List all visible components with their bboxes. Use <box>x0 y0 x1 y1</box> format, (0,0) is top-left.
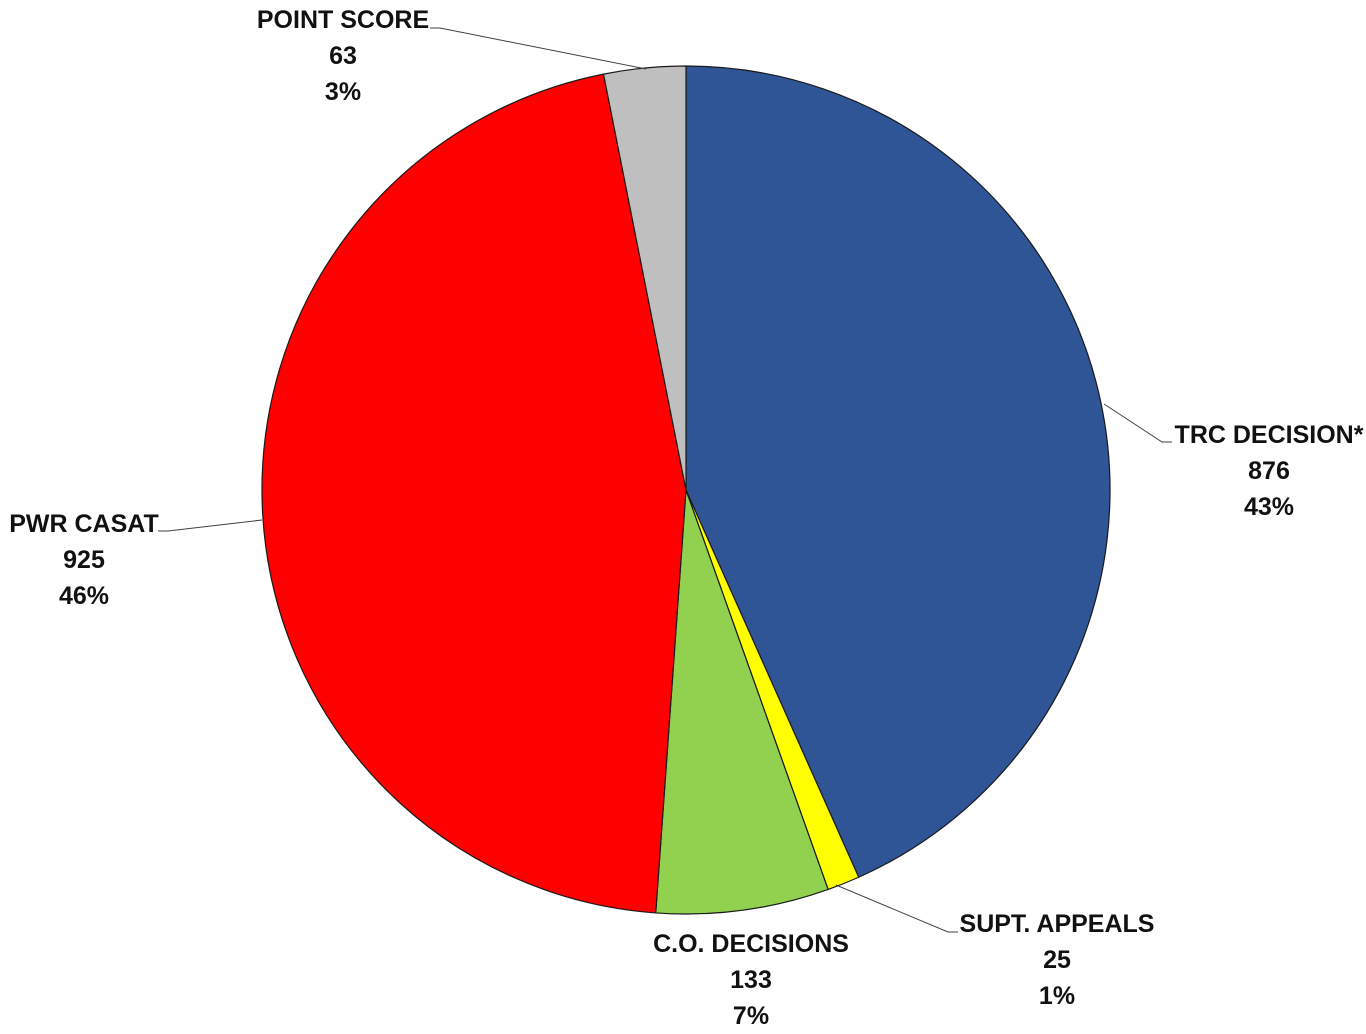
slice-label-supt-appeals: SUPT. APPEALS <box>960 910 1155 938</box>
data-label-c-o-decisions: C.O. DECISIONS 133 7% <box>653 930 849 1029</box>
slice-percent-trc-decision: 43% <box>1244 493 1294 521</box>
slice-percent-point-score: 3% <box>325 78 361 106</box>
data-label-supt-appeals: SUPT. APPEALS 25 1% <box>960 910 1155 1010</box>
slice-value-trc-decision: 876 <box>1248 457 1290 485</box>
slice-label-c-o-decisions: C.O. DECISIONS <box>653 930 849 958</box>
leader-line-point-score <box>430 28 646 69</box>
pie-slice-pwr-casat <box>262 74 686 913</box>
slice-value-point-score: 63 <box>329 42 357 70</box>
slice-percent-supt-appeals: 1% <box>1039 982 1075 1010</box>
slice-value-pwr-casat: 925 <box>63 546 105 574</box>
slice-value-c-o-decisions: 133 <box>730 966 772 994</box>
leader-line-supt-appeals <box>836 885 958 932</box>
slice-value-supt-appeals: 25 <box>1043 946 1071 974</box>
slice-percent-c-o-decisions: 7% <box>733 1002 769 1029</box>
leader-line-pwr-casat <box>158 520 262 531</box>
slice-label-pwr-casat: PWR CASAT <box>9 510 159 538</box>
pie-slices <box>262 66 1110 914</box>
data-label-pwr-casat: PWR CASAT 925 46% <box>9 510 159 610</box>
slice-label-trc-decision: TRC DECISION* <box>1175 421 1364 449</box>
leader-line-trc-decision <box>1104 404 1172 442</box>
slice-label-point-score: POINT SCORE <box>257 6 429 34</box>
data-label-trc-decision: TRC DECISION* 876 43% <box>1175 421 1364 521</box>
data-label-point-score: POINT SCORE 63 3% <box>257 6 429 106</box>
slice-percent-pwr-casat: 46% <box>59 582 109 610</box>
